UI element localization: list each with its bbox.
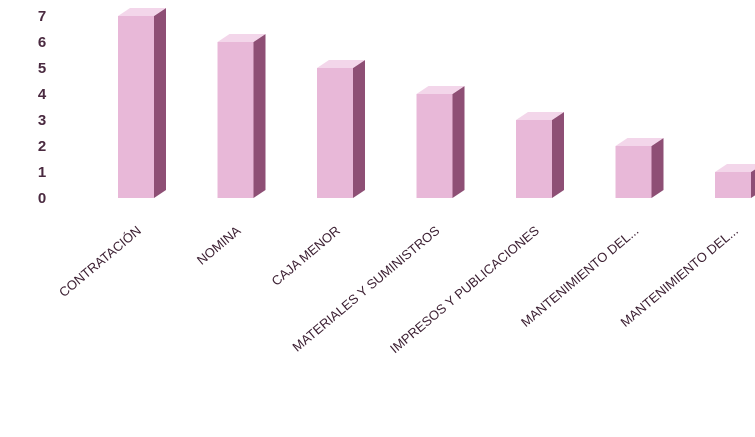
y-axis: 0 1 2 3 4 5 6 7 [38,8,47,207]
y-tick-label: 6 [38,34,46,51]
bar-front [317,68,353,198]
bar-top [715,164,755,172]
bar-side [552,112,564,198]
bar [217,34,266,198]
y-tick-label: 2 [38,138,46,155]
bar-series [118,8,755,198]
bar-top [516,112,564,120]
y-tick-label: 1 [38,164,46,181]
x-category-label: CONTRATACIÓN [56,223,144,300]
bar [715,164,755,198]
x-category-label: MANTENIMIENTO DEL... [617,223,740,330]
y-tick-label: 3 [38,112,46,129]
bar-side [751,169,755,198]
y-tick-label: 4 [38,86,47,103]
bar-front [516,120,552,198]
bar-front [217,42,254,198]
x-category-label: CAJA MENOR [269,223,343,289]
bar [317,60,365,198]
bar [118,8,166,198]
bar-side [651,138,664,198]
bar-top [416,86,465,94]
bar-side [353,60,365,198]
bar-side [253,34,266,198]
bar [416,86,465,198]
y-tick-label: 0 [38,190,46,207]
bar [615,138,664,198]
bar-side [154,8,166,198]
bar-side [452,86,465,198]
bar-front [715,172,751,198]
bar-top [615,138,664,146]
bar-top [317,60,365,68]
bar-top [217,34,266,42]
bar-top [118,8,166,16]
bar-front [416,94,453,198]
bar-front [615,146,652,198]
bar [516,112,564,198]
y-tick-label: 5 [38,60,46,77]
bar-front [118,16,154,198]
y-tick-label: 7 [38,8,46,25]
x-category-label: NOMINA [194,223,244,268]
